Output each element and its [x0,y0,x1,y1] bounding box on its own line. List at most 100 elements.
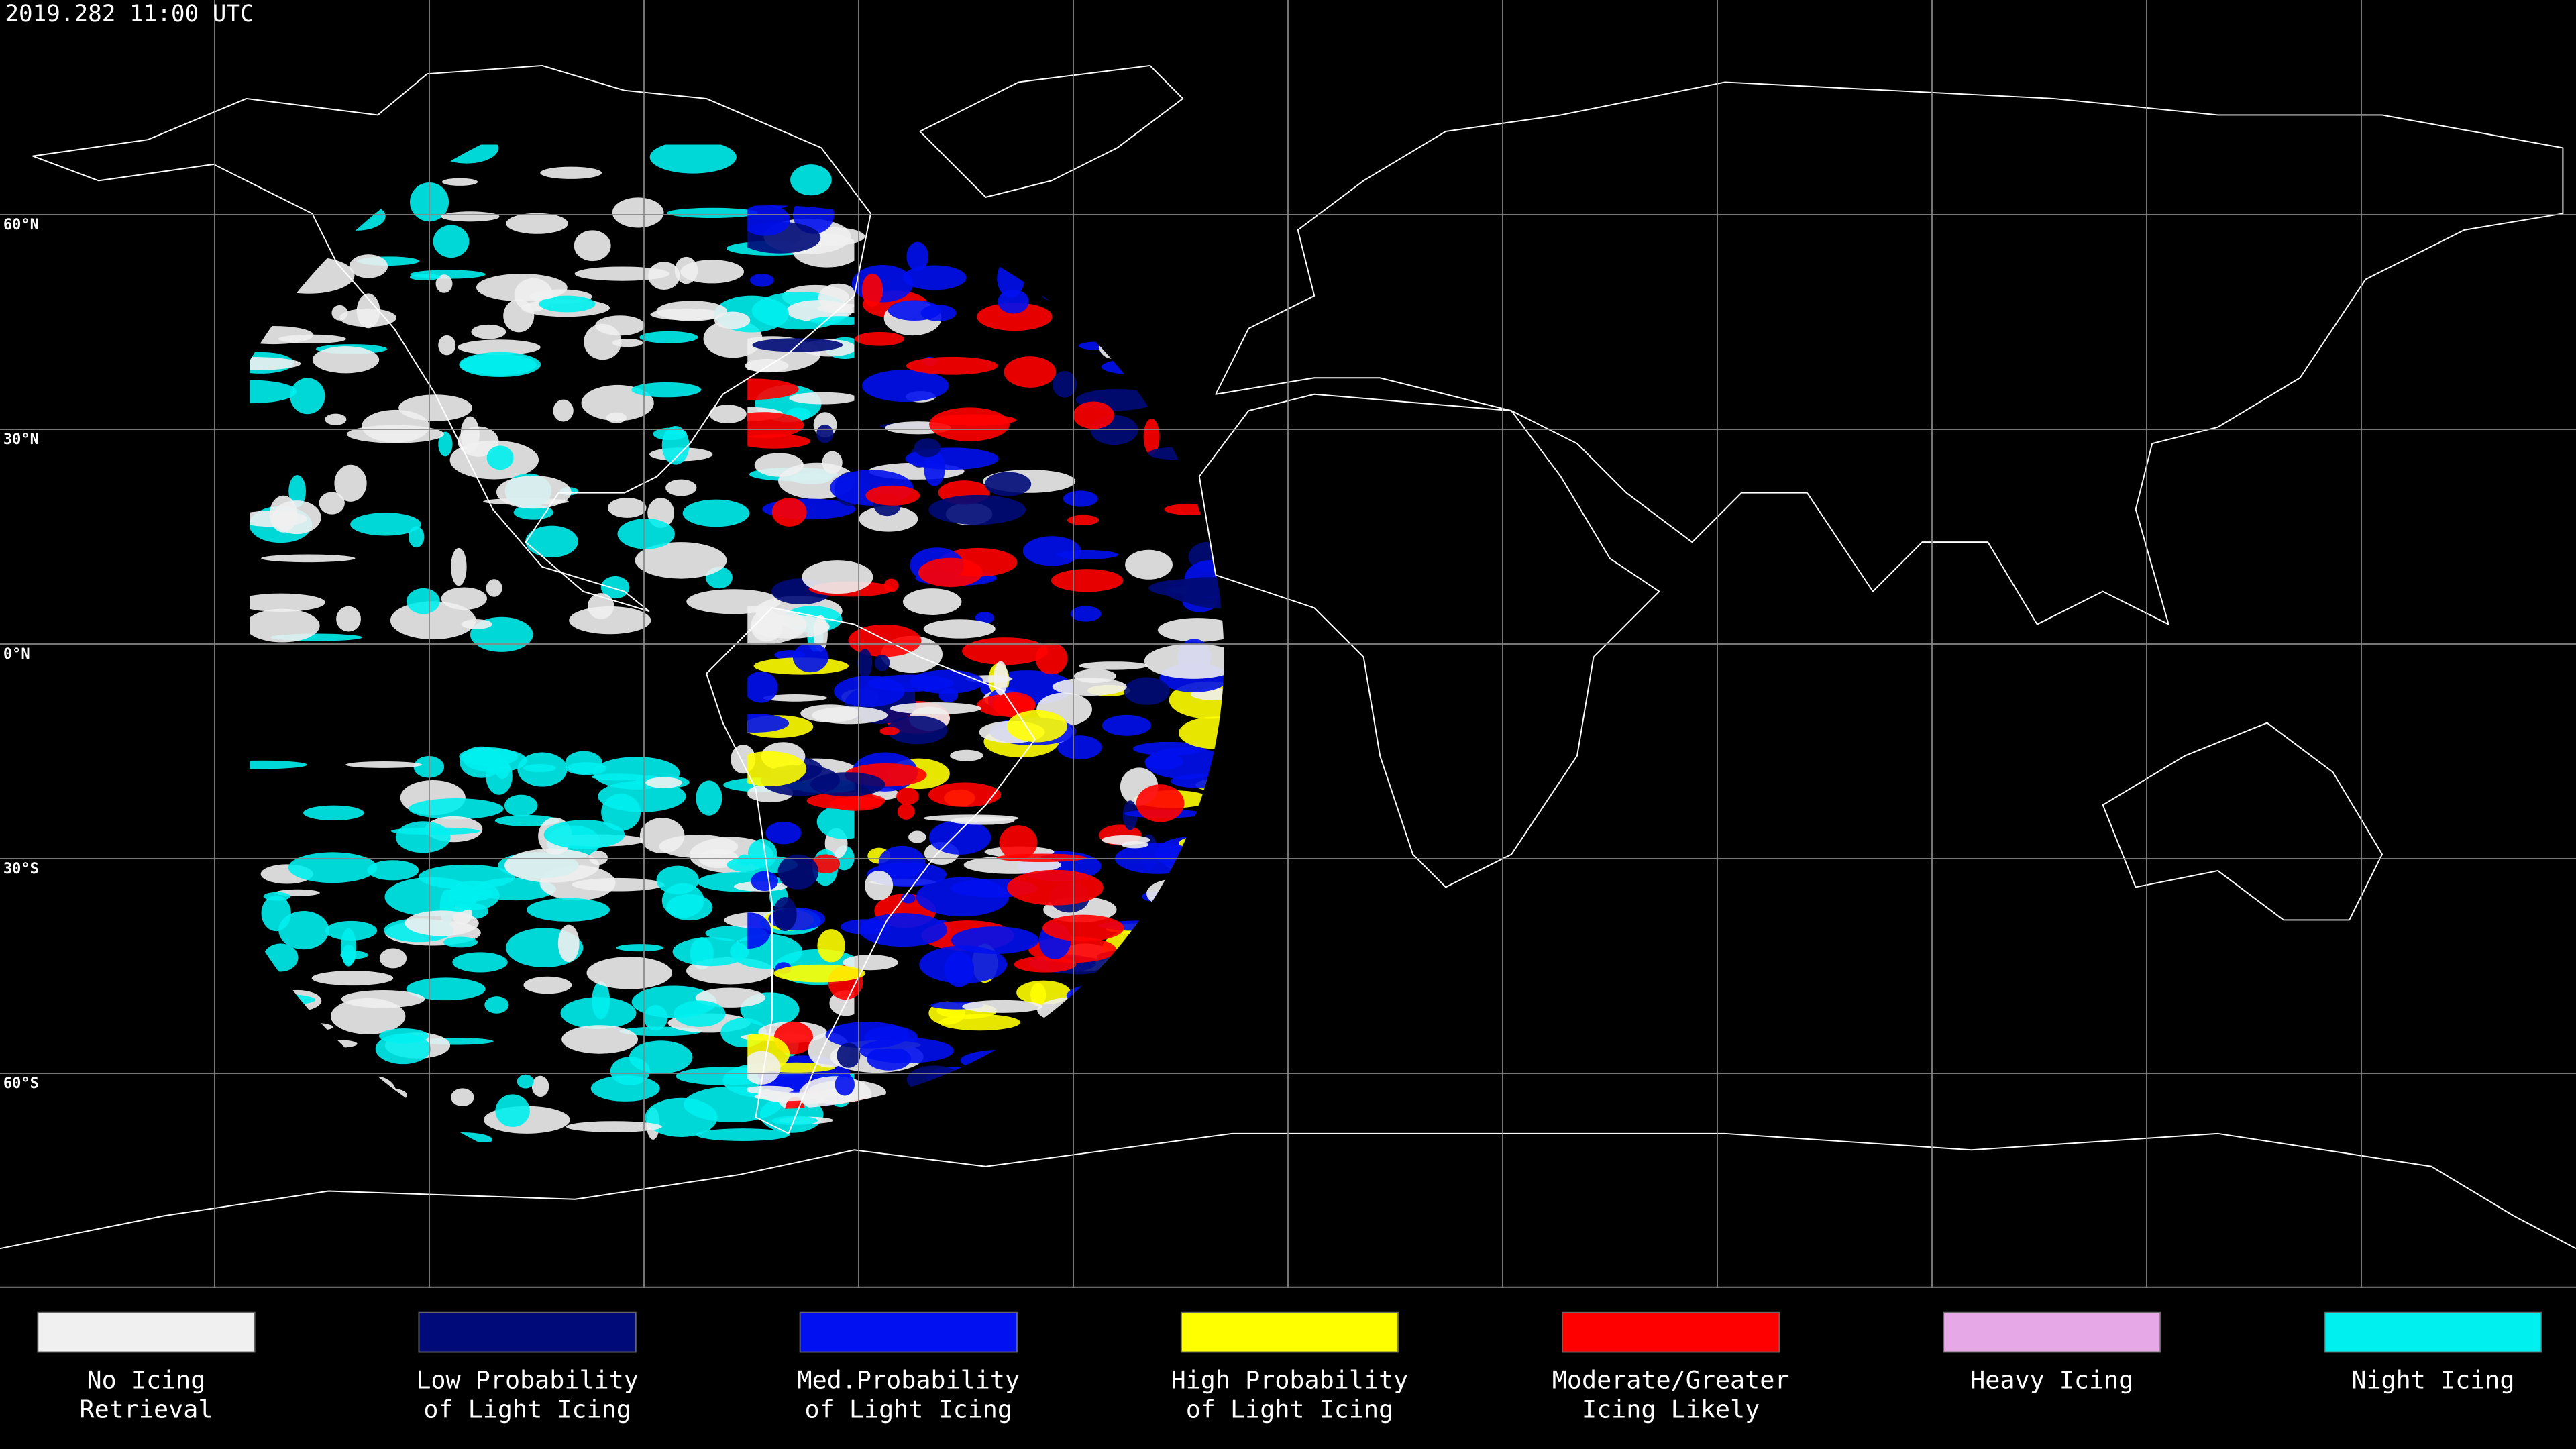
cloud-pattern [789,392,855,405]
cloud-pattern [612,338,643,347]
cloud-pattern [639,331,698,343]
cloud-pattern [785,1097,805,1110]
cloud-pattern [773,964,866,983]
cloud-pattern [1007,710,1067,743]
cloud-pattern [250,760,308,769]
cloud-pattern [682,499,750,527]
cloud-pattern [405,910,479,936]
cloud-pattern [1030,983,1046,1007]
cloud-pattern [851,265,914,303]
cloud-pattern [944,951,975,987]
cloud-pattern [451,547,467,586]
cloud-pattern [928,820,991,855]
coast-australia [2102,722,2383,921]
legend-swatch [1180,1311,1399,1353]
cloud-pattern [447,887,493,902]
cloud-pattern [1079,661,1148,670]
cloud-pattern [250,608,320,643]
cloud-pattern [834,676,905,707]
cloud-pattern [751,871,779,892]
cloud-pattern [950,749,983,761]
cloud-pattern [902,265,967,290]
latitude-label: 30°S [3,861,39,877]
cloud-pattern [1063,490,1098,507]
latitude-label: 60°N [3,217,39,233]
cloud-pattern [460,416,480,453]
cloud-pattern [471,324,506,339]
cloud-pattern [812,706,888,724]
cloud-pattern [1070,606,1102,622]
cloud-pattern [503,299,535,333]
cloud-pattern [747,412,804,439]
cloud-pattern [250,380,297,404]
cloud-pattern [407,588,440,614]
cloud-pattern [1124,677,1170,705]
cloud-pattern [643,1004,668,1031]
cloud-pattern [1007,869,1104,906]
cloud-pattern [486,445,514,470]
cloud-pattern [1022,536,1081,566]
cloud-pattern [288,852,378,883]
cloud-pattern [1132,741,1205,756]
cloud-pattern [631,382,702,398]
cloud-pattern [1051,569,1124,592]
cloud-pattern [1042,914,1124,942]
cloud-pattern [747,839,777,869]
cloud-pattern [451,1088,474,1107]
cloud-pattern [897,804,915,820]
cloud-pattern [883,578,899,593]
cloud-pattern [656,301,727,321]
cloud-pattern [600,576,630,599]
legend-swatch [1943,1311,2161,1353]
cloud-pattern [1102,714,1152,736]
cloud-pattern [773,897,797,931]
cloud-pattern [539,295,596,313]
cloud-pattern [336,606,361,632]
cloud-pattern [747,205,790,236]
cloud-pattern [569,606,651,635]
cloud-pattern [349,254,388,278]
coast-north-america [32,64,871,612]
cloud-pattern [661,883,704,918]
cloud-pattern [601,794,641,831]
cloud-pattern [1125,549,1173,580]
cloud-pattern [771,1116,818,1126]
legend-swatch [37,1311,256,1353]
cloud-pattern [928,494,1026,525]
cloud-pattern [709,405,747,423]
cloud-pattern [994,661,1008,696]
cloud-pattern [319,492,345,515]
legend-swatch [418,1311,637,1353]
cloud-pattern [696,1128,790,1141]
cloud-pattern [486,579,502,597]
cloud-pattern [861,370,949,402]
cloud-pattern [929,407,1010,441]
cloud-pattern [261,554,356,563]
cloud-pattern [923,619,996,639]
cloud-pattern [920,305,957,321]
cloud-pattern [1052,678,1127,696]
legend-swatch [1562,1311,1780,1353]
cloud-pattern [543,820,625,849]
cloud-pattern [395,821,451,853]
cloud-pattern [890,702,982,714]
cloud-pattern [802,560,873,594]
cloud-pattern [1143,419,1160,455]
cloud-pattern [461,619,492,629]
cloud-pattern [312,346,380,374]
legend-label: Heavy Icing [1970,1365,2133,1394]
cloud-pattern [278,911,329,950]
cloud-pattern [906,356,998,375]
latitude-label: 0°N [3,646,30,663]
cloud-pattern [747,714,790,733]
cloud-pattern [390,601,476,640]
cloud-pattern [908,830,926,843]
cloud-pattern [586,957,672,989]
cloud-pattern [340,951,368,959]
cloud-pattern [861,273,883,307]
cloud-pattern [859,506,918,532]
cloud-pattern [813,614,828,652]
cloud-pattern [1057,735,1102,759]
cloud-pattern [523,976,572,994]
